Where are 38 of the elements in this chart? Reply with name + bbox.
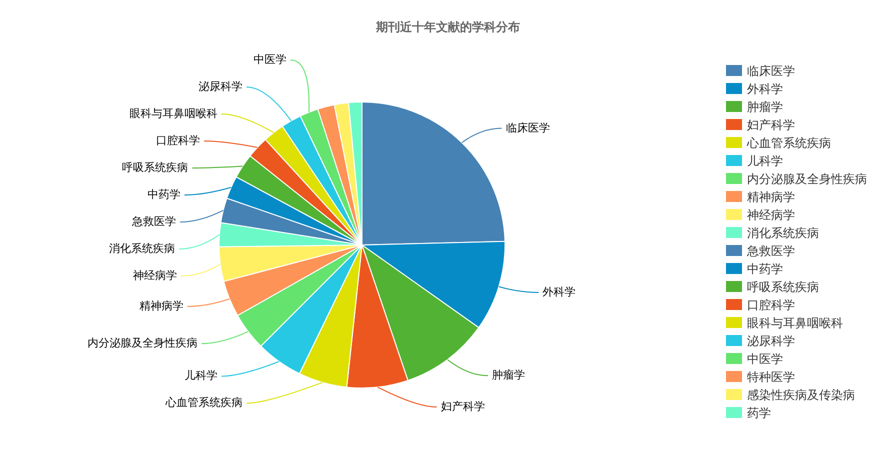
legend-label: 特种医学: [747, 370, 795, 384]
slice-label: 外科学: [542, 286, 576, 298]
legend-label: 中医学: [747, 352, 783, 366]
slice-label: 中医学: [253, 53, 286, 66]
legend-label: 口腔科学: [747, 298, 795, 312]
slice-label: 眼科与耳鼻咽喉科: [129, 107, 218, 120]
legend-label: 儿科学: [747, 154, 783, 168]
slice-label: 内分泌腺及全身性疾病: [87, 336, 198, 350]
slice-label: 消化系统疾病: [109, 242, 176, 255]
legend-label: 中药学: [747, 262, 783, 276]
legend-label: 心血管系统疾病: [746, 136, 831, 150]
slice-label: 心血管系统疾病: [164, 396, 243, 410]
slice-label: 精神病学: [139, 299, 184, 312]
legend-label: 急救医学: [746, 244, 795, 258]
slice-label: 儿科学: [184, 369, 218, 382]
slice-label: 肿瘤学: [492, 368, 526, 382]
slice-label: 神经病学: [133, 269, 178, 282]
legend-label: 临床医学: [747, 64, 795, 78]
legend-label: 精神病学: [747, 190, 795, 204]
legend-label: 感染性疾病及传染病: [747, 388, 855, 402]
legend-label: 肿瘤学: [747, 100, 783, 114]
slice-label: 临床医学: [506, 121, 550, 134]
chart-title: 期刊近十年文献的学科分布: [375, 20, 520, 34]
slice-label: 中药学: [147, 188, 180, 201]
legend-label: 泌尿科学: [747, 334, 795, 348]
slice-label: 呼吸系统疾病: [122, 161, 188, 174]
legend-label: 眼科与耳鼻咽喉科: [747, 316, 843, 330]
legend-label: 内分泌腺及全身性疾病: [747, 172, 867, 186]
legend-label: 药学: [747, 406, 771, 420]
legend-label: 外科学: [747, 82, 783, 96]
slice-label: 泌尿科学: [198, 81, 242, 93]
slice-label: 妇产科学: [440, 400, 485, 414]
legend-label: 妇产科学: [747, 118, 795, 132]
legend-label: 消化系统疾病: [747, 226, 819, 240]
legend-label: 呼吸系统疾病: [747, 280, 819, 294]
legend-label: 神经病学: [747, 208, 795, 222]
slice-label: 急救医学: [131, 216, 176, 228]
slice-label: 口腔科学: [156, 134, 200, 147]
